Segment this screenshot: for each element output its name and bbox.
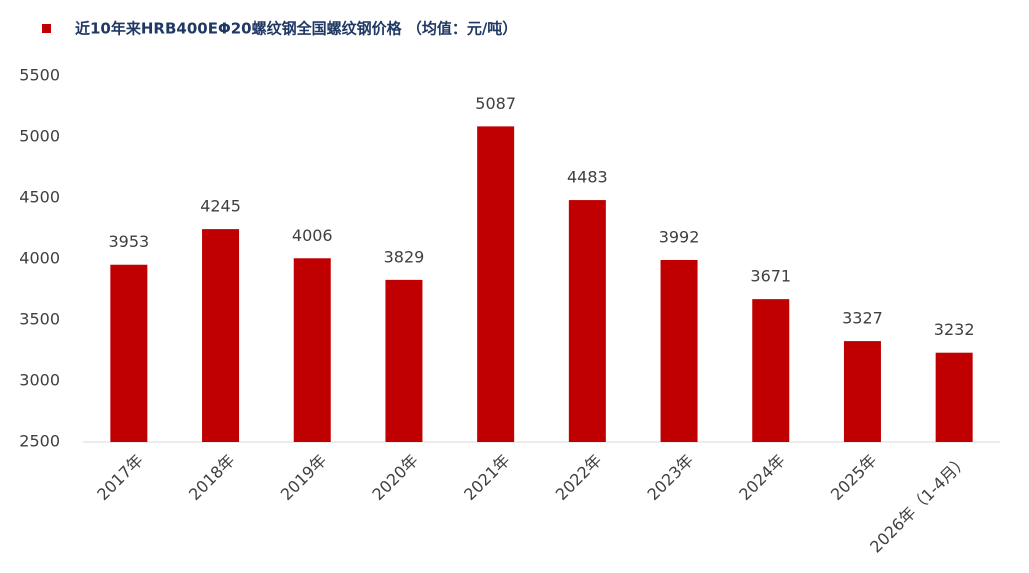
- x-tick-label: 2020年: [368, 451, 422, 505]
- bar: [202, 229, 240, 442]
- y-tick-label: 4000: [19, 249, 60, 268]
- data-label: 3671: [750, 267, 791, 286]
- x-tick-label: 2025年: [827, 451, 881, 505]
- y-tick-label: 5000: [19, 127, 60, 146]
- x-tick-label: 2024年: [735, 451, 789, 505]
- legend-text: 近10年来HRB400EΦ20螺纹钢全国螺纹钢价格 （均值：元/吨）: [75, 20, 517, 38]
- data-label: 3992: [659, 227, 700, 246]
- y-tick-label: 3000: [19, 371, 60, 390]
- bar: [843, 341, 881, 442]
- bar: [385, 279, 423, 442]
- bar: [477, 126, 515, 443]
- x-tick-label: 2026年（1-4月）: [866, 451, 972, 557]
- data-label: 4245: [200, 197, 241, 216]
- x-tick-label: 2017年: [93, 451, 147, 505]
- x-tick-label: 2021年: [460, 451, 514, 505]
- x-tick-label: 2018年: [185, 451, 239, 505]
- y-tick-label: 2500: [19, 432, 60, 451]
- x-tick-label: 2019年: [277, 451, 331, 505]
- data-label: 3327: [842, 309, 883, 328]
- bar: [110, 264, 148, 442]
- y-tick-label: 3500: [19, 310, 60, 329]
- data-label: 5087: [475, 94, 516, 113]
- data-label: 4006: [292, 226, 333, 245]
- bar: [293, 258, 331, 442]
- bar: [660, 259, 698, 442]
- legend-swatch: [42, 24, 51, 33]
- bar: [935, 352, 973, 442]
- data-label: 3232: [934, 320, 975, 339]
- data-label: 3953: [108, 232, 149, 251]
- y-tick-label: 5500: [19, 66, 60, 85]
- data-label: 3829: [384, 247, 425, 266]
- x-tick-label: 2023年: [644, 451, 698, 505]
- data-label: 4483: [567, 168, 608, 187]
- bar: [752, 299, 790, 442]
- y-tick-label: 4500: [19, 188, 60, 207]
- bar: [568, 200, 606, 442]
- x-tick-label: 2022年: [552, 451, 606, 505]
